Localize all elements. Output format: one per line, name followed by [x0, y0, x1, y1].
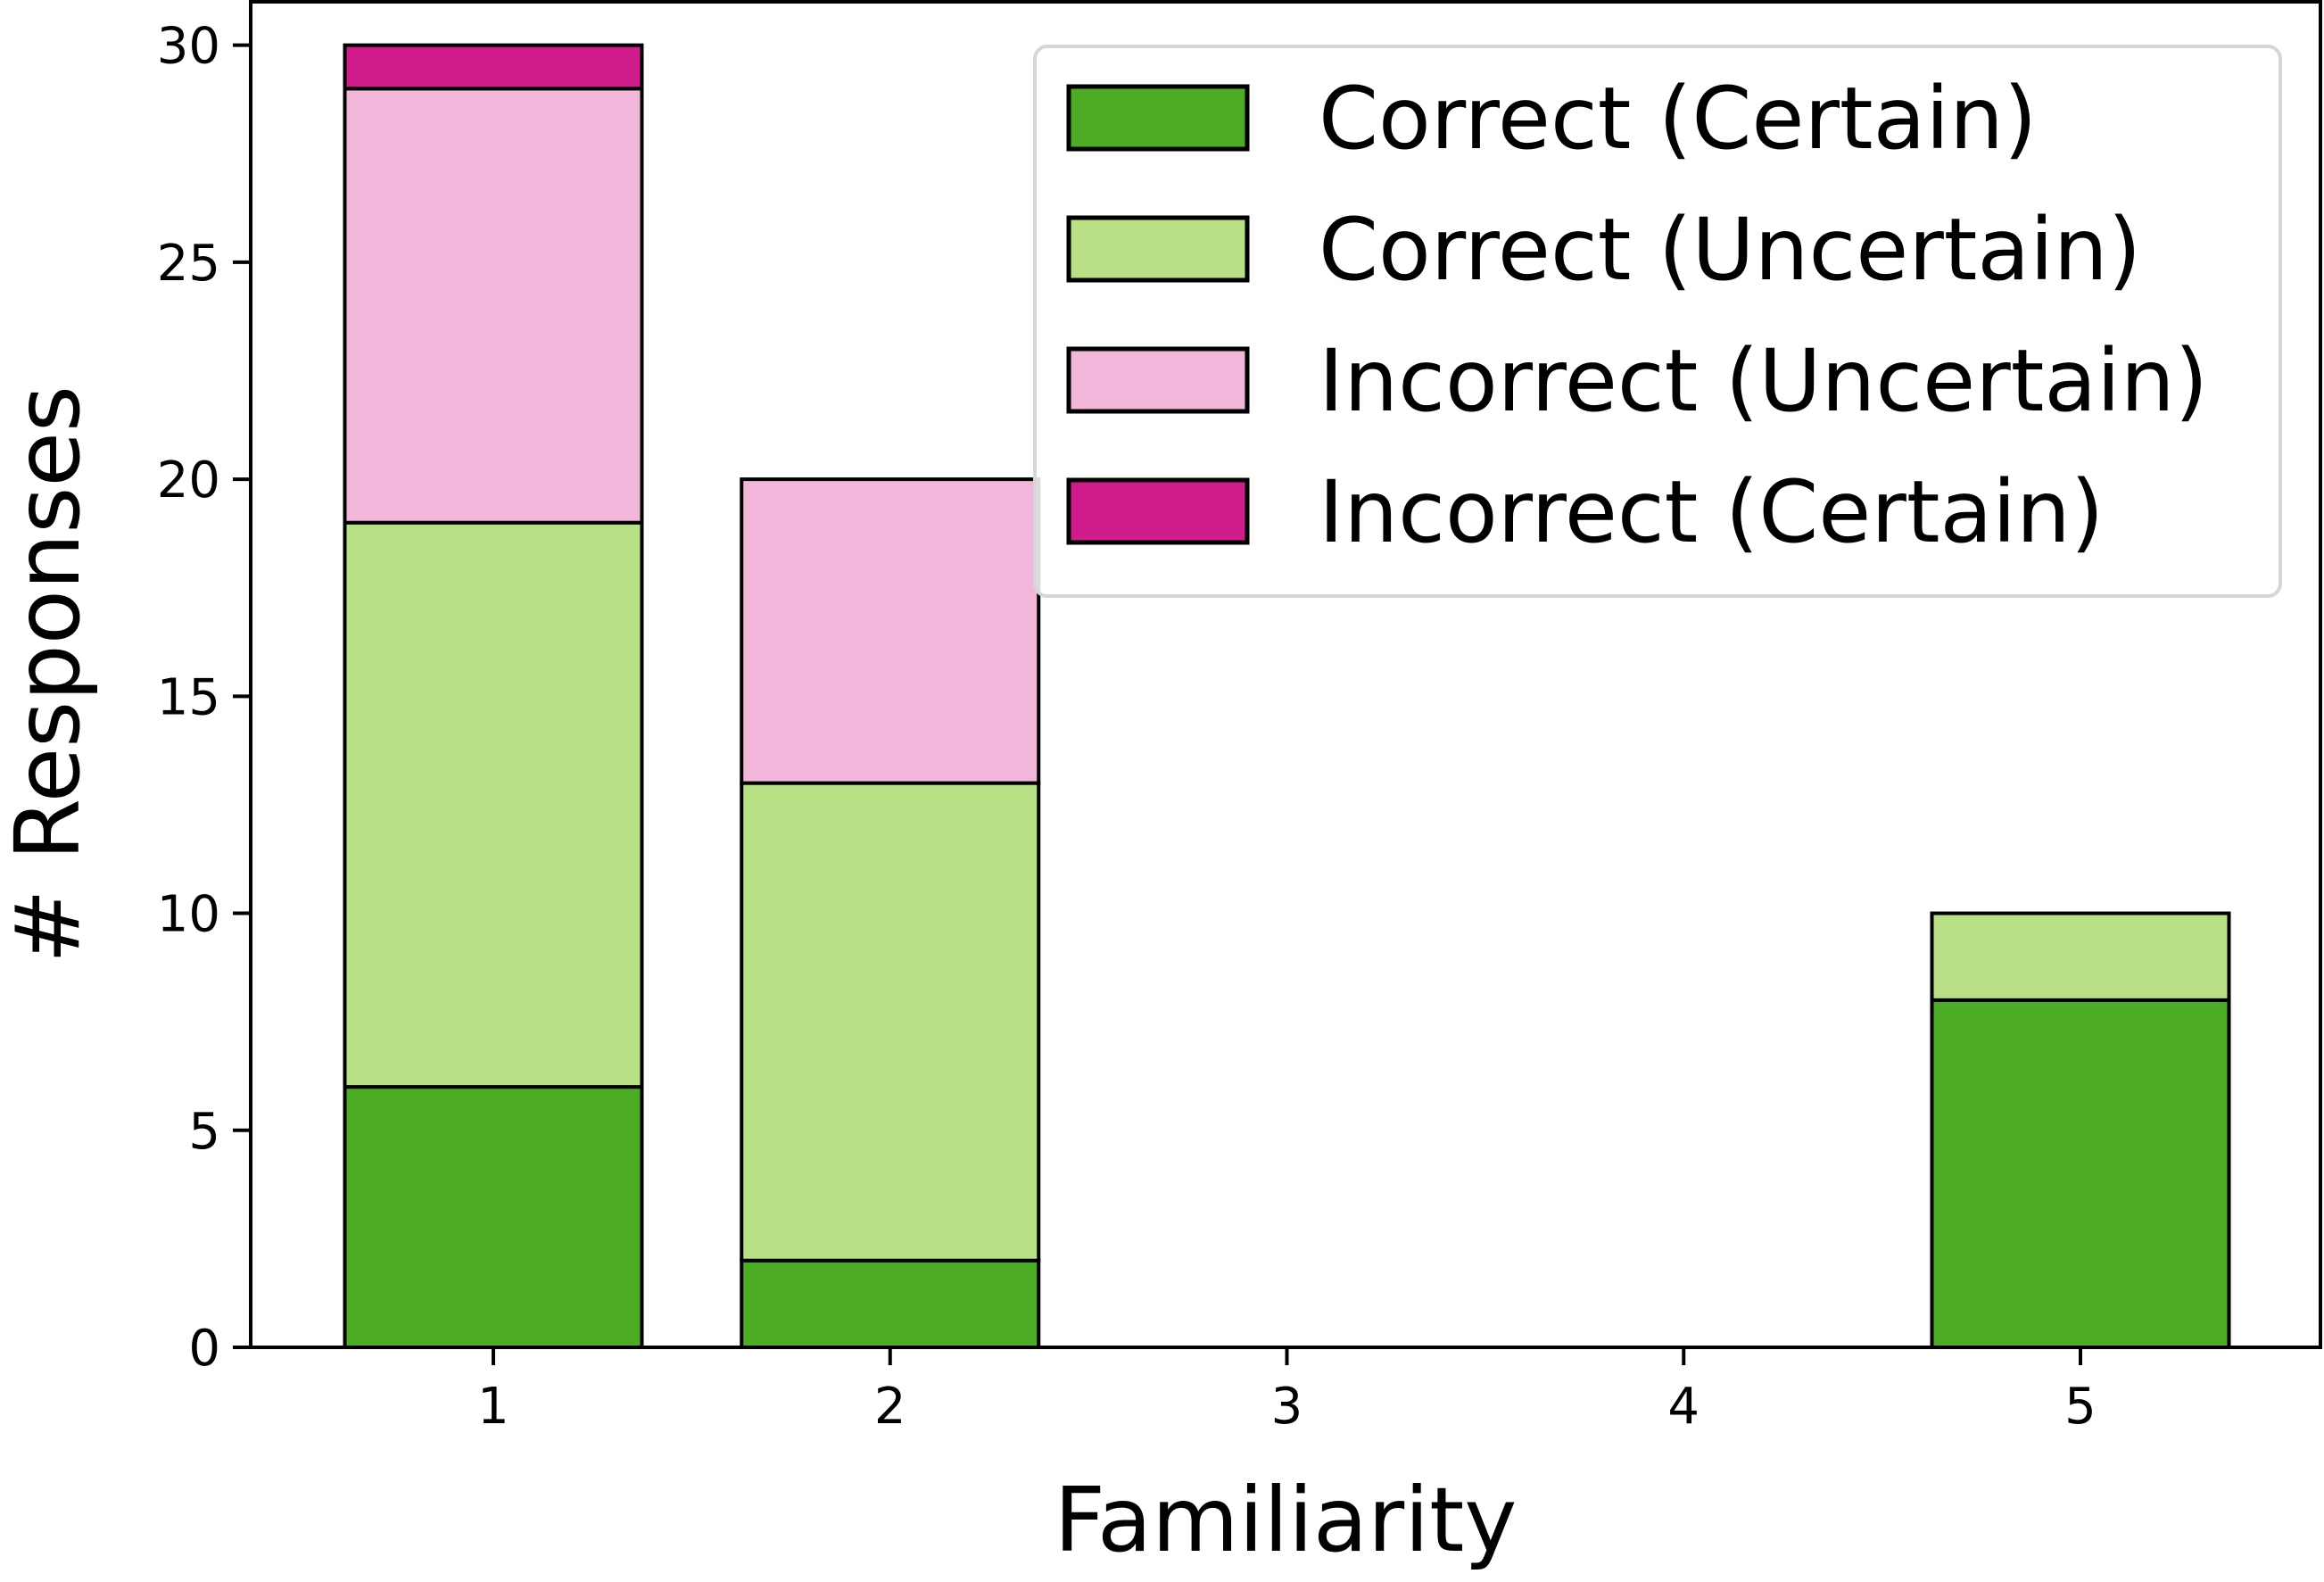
y-tick-label-30: 30	[157, 18, 220, 76]
legend-label-0: Correct (Certain)	[1319, 69, 2037, 169]
y-tick-label-20: 20	[157, 451, 220, 509]
y-axis-label: # Responses	[0, 385, 100, 964]
bars-layer	[343, 43, 2231, 1350]
bar-segment-cat5-series0	[1930, 998, 2231, 1350]
bar-segment-cat2-series1	[740, 781, 1041, 1263]
x-tick-label-3: 3	[1271, 1378, 1303, 1436]
x-tick-label-5: 5	[2064, 1378, 2097, 1436]
x-axis: 1 2 3 4 5	[477, 1347, 2097, 1436]
legend: Correct (Certain) Correct (Uncertain) Inco…	[1033, 45, 2282, 598]
x-tick-label-1: 1	[477, 1378, 509, 1436]
bar-segment-cat1-series2	[343, 87, 644, 525]
y-tick-label-15: 15	[157, 668, 220, 726]
legend-swatch-1	[1066, 215, 1250, 283]
y-tick-label-5: 5	[188, 1103, 220, 1161]
legend-label-3: Incorrect (Certain)	[1319, 462, 2104, 562]
bar-segment-cat2-series0	[740, 1258, 1041, 1350]
x-tick-label-2: 2	[874, 1378, 906, 1436]
bar-segment-cat1-series0	[343, 1085, 644, 1349]
legend-label-2: Incorrect (Uncertain)	[1319, 331, 2208, 431]
bar-segment-cat2-series2	[740, 477, 1041, 785]
x-tick-label-4: 4	[1667, 1378, 1700, 1436]
bar-segment-cat5-series1	[1930, 911, 2231, 1002]
x-axis-label: Familiarity	[1054, 1468, 1518, 1572]
y-tick-label-0: 0	[188, 1320, 220, 1378]
legend-label-1: Correct (Uncertain)	[1319, 200, 2141, 300]
y-tick-label-25: 25	[157, 235, 220, 293]
legend-swatch-3	[1066, 477, 1250, 545]
y-tick-label-10: 10	[157, 886, 220, 944]
legend-swatch-2	[1066, 346, 1250, 414]
legend-swatch-0	[1066, 84, 1250, 152]
legend-frame	[1033, 45, 2282, 598]
y-axis: 0 5 10 15 20 25 30	[157, 18, 251, 1378]
bar-segment-cat1-series1	[343, 520, 644, 1089]
bar-segment-cat1-series3	[343, 43, 644, 91]
